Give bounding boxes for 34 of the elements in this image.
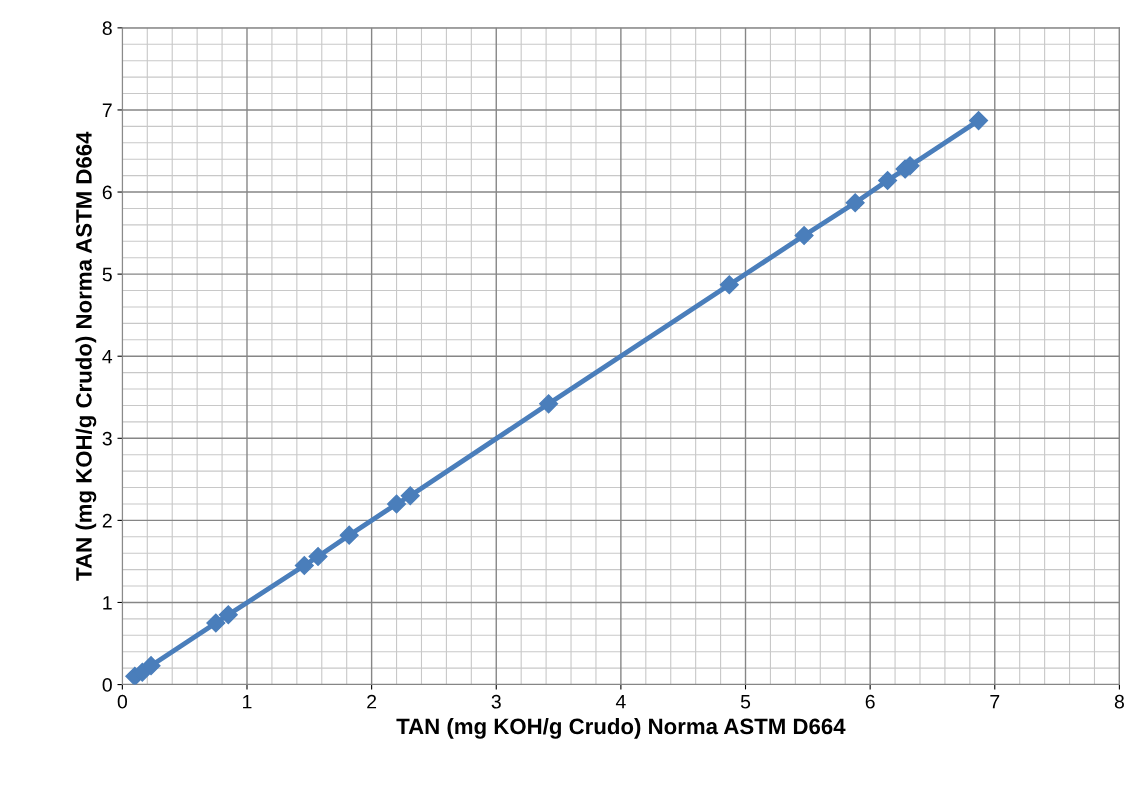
y-tick-label: 0	[102, 678, 112, 692]
y-tick-label: 3	[102, 431, 112, 446]
y-tick-label: 4	[102, 349, 113, 364]
point	[206, 613, 226, 633]
y-tick-label: 5	[102, 267, 112, 282]
point	[719, 275, 739, 295]
point	[387, 494, 407, 514]
point	[400, 486, 420, 506]
x-tick-label: 7	[990, 695, 1000, 709]
y-axis-title: TAN (mg KOH/g Crudo) Norma ASTM D664	[75, 131, 97, 581]
y-tick-label: 2	[102, 513, 112, 528]
x-tick-label: 4	[615, 695, 626, 709]
y-tick-label: 7	[102, 103, 112, 117]
x-tick-label: 0	[117, 694, 128, 709]
y-tick-label: 8	[102, 21, 112, 36]
x-tick-label: 5	[740, 695, 751, 709]
x-tick-label: 1	[243, 695, 252, 709]
x-axis-title: TAN (mg KOH/g Crudo) Norma ASTM D664	[396, 717, 846, 739]
y-tick-label: 1	[103, 596, 112, 610]
point	[845, 193, 865, 213]
point	[969, 111, 989, 131]
point	[878, 171, 898, 191]
point	[218, 605, 238, 625]
point	[294, 555, 314, 576]
x-tick-label: 2	[367, 694, 377, 709]
point	[339, 525, 359, 545]
x-tick-label: 8	[1114, 694, 1124, 709]
x-tick-label: 6	[865, 694, 875, 709]
point	[308, 546, 328, 567]
point	[794, 226, 814, 246]
point	[539, 394, 559, 414]
x-tick-label: 3	[491, 694, 501, 709]
y-tick-label: 6	[102, 185, 112, 200]
point	[141, 656, 161, 676]
